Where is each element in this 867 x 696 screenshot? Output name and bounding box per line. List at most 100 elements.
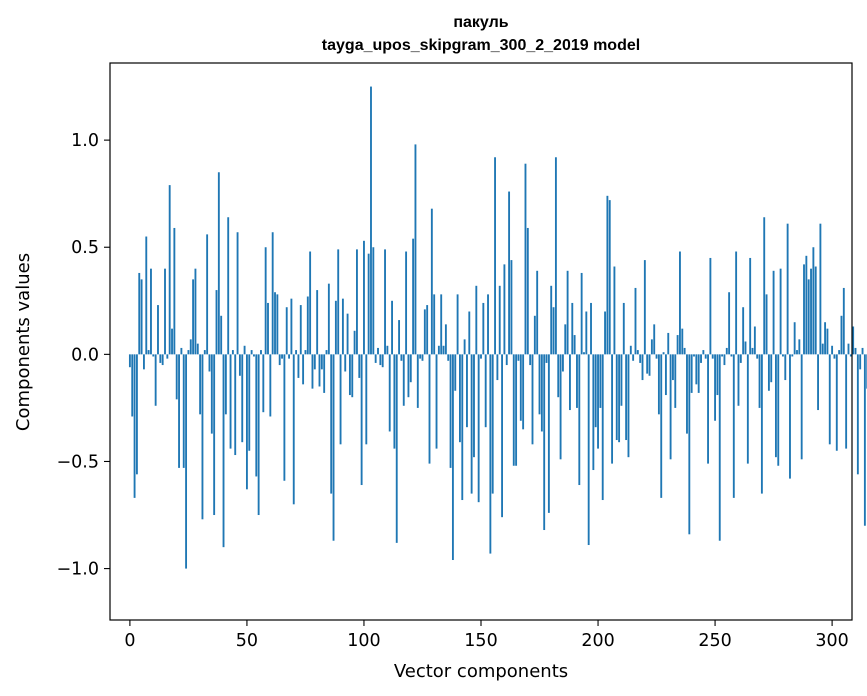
bar	[608, 200, 611, 355]
y-tick-label: −1.0	[57, 560, 100, 580]
bar	[255, 354, 258, 477]
bar	[213, 354, 216, 516]
bar	[398, 320, 401, 355]
bar	[147, 350, 150, 355]
bar	[128, 354, 131, 368]
bar	[779, 268, 782, 355]
bar	[730, 354, 733, 357]
bar	[828, 354, 831, 445]
bar	[746, 354, 749, 464]
bar	[604, 311, 606, 355]
bar	[817, 354, 819, 411]
bar	[543, 354, 546, 531]
bar	[173, 227, 176, 355]
bar	[248, 354, 251, 451]
bar	[449, 354, 452, 468]
bar	[276, 294, 279, 355]
bar	[721, 354, 724, 357]
bar	[735, 251, 738, 355]
bar	[519, 354, 522, 421]
bar	[182, 354, 185, 468]
bar	[150, 268, 152, 355]
bar	[491, 354, 494, 494]
bar	[405, 251, 408, 355]
bar-series	[128, 86, 867, 569]
bar	[810, 268, 812, 355]
bar	[594, 354, 597, 428]
bar	[774, 354, 777, 458]
bar	[583, 352, 585, 355]
bar	[351, 354, 354, 398]
bar	[707, 354, 709, 464]
bar	[840, 315, 843, 355]
bar	[634, 287, 637, 355]
bar	[842, 287, 845, 355]
bar	[597, 354, 599, 449]
bar	[393, 354, 396, 449]
bar	[309, 251, 312, 355]
bar	[545, 354, 548, 363]
bar	[281, 354, 283, 359]
bar	[487, 294, 489, 355]
bar	[807, 279, 810, 355]
bar	[767, 354, 770, 391]
bar	[412, 238, 415, 355]
bar	[664, 354, 667, 396]
bar	[550, 285, 553, 355]
bar	[688, 354, 691, 535]
bar	[636, 350, 639, 355]
bar	[180, 347, 183, 355]
bar	[187, 350, 190, 355]
bar	[227, 217, 230, 355]
bar	[704, 354, 707, 359]
bar	[161, 354, 164, 366]
bar	[812, 247, 815, 355]
bar	[267, 302, 269, 355]
x-tick-label: 150	[464, 631, 497, 651]
bar	[643, 260, 646, 355]
bar	[622, 302, 625, 355]
x-tick-label: 0	[124, 631, 135, 651]
bar	[386, 345, 389, 355]
bar	[646, 354, 649, 374]
bar	[477, 354, 480, 503]
bar	[400, 354, 403, 361]
bar	[629, 345, 632, 355]
bar	[304, 350, 307, 355]
bar	[374, 354, 377, 363]
bar	[529, 354, 532, 366]
bar	[714, 354, 716, 421]
bar	[365, 354, 368, 445]
bar	[480, 354, 482, 359]
bar	[859, 354, 862, 370]
bar	[845, 354, 848, 449]
bar	[639, 354, 642, 363]
bar	[732, 354, 735, 498]
bar	[517, 354, 520, 361]
bar	[751, 347, 754, 355]
bar	[686, 354, 688, 434]
bar	[330, 354, 333, 494]
bar	[571, 302, 574, 355]
bar	[655, 354, 658, 359]
bar	[168, 185, 171, 355]
bar	[194, 268, 197, 355]
bar	[451, 354, 454, 561]
bar	[269, 354, 272, 417]
x-tick-label: 200	[581, 631, 614, 651]
bar	[501, 354, 503, 518]
bar	[444, 324, 447, 355]
bar	[742, 307, 745, 355]
bar	[657, 354, 660, 415]
bar	[430, 208, 433, 355]
bar	[585, 311, 588, 355]
bar	[358, 354, 361, 378]
bar	[231, 350, 234, 355]
bar	[611, 354, 614, 464]
bar	[391, 300, 393, 355]
bar	[861, 347, 864, 355]
bar	[756, 354, 759, 359]
bar	[159, 354, 162, 363]
chart-subtitle: tayga_upos_skipgram_300_2_2019 model	[322, 37, 640, 54]
bar	[243, 345, 246, 355]
